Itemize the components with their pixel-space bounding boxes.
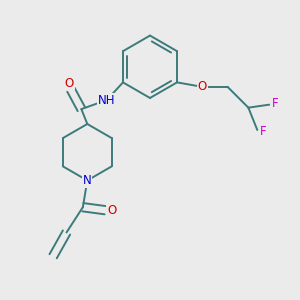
Text: F: F [272,97,278,110]
Text: N: N [83,174,92,187]
Text: O: O [107,204,116,217]
Text: O: O [65,77,74,90]
Text: NH: NH [98,94,116,107]
Text: F: F [260,125,266,138]
Text: O: O [198,80,207,93]
